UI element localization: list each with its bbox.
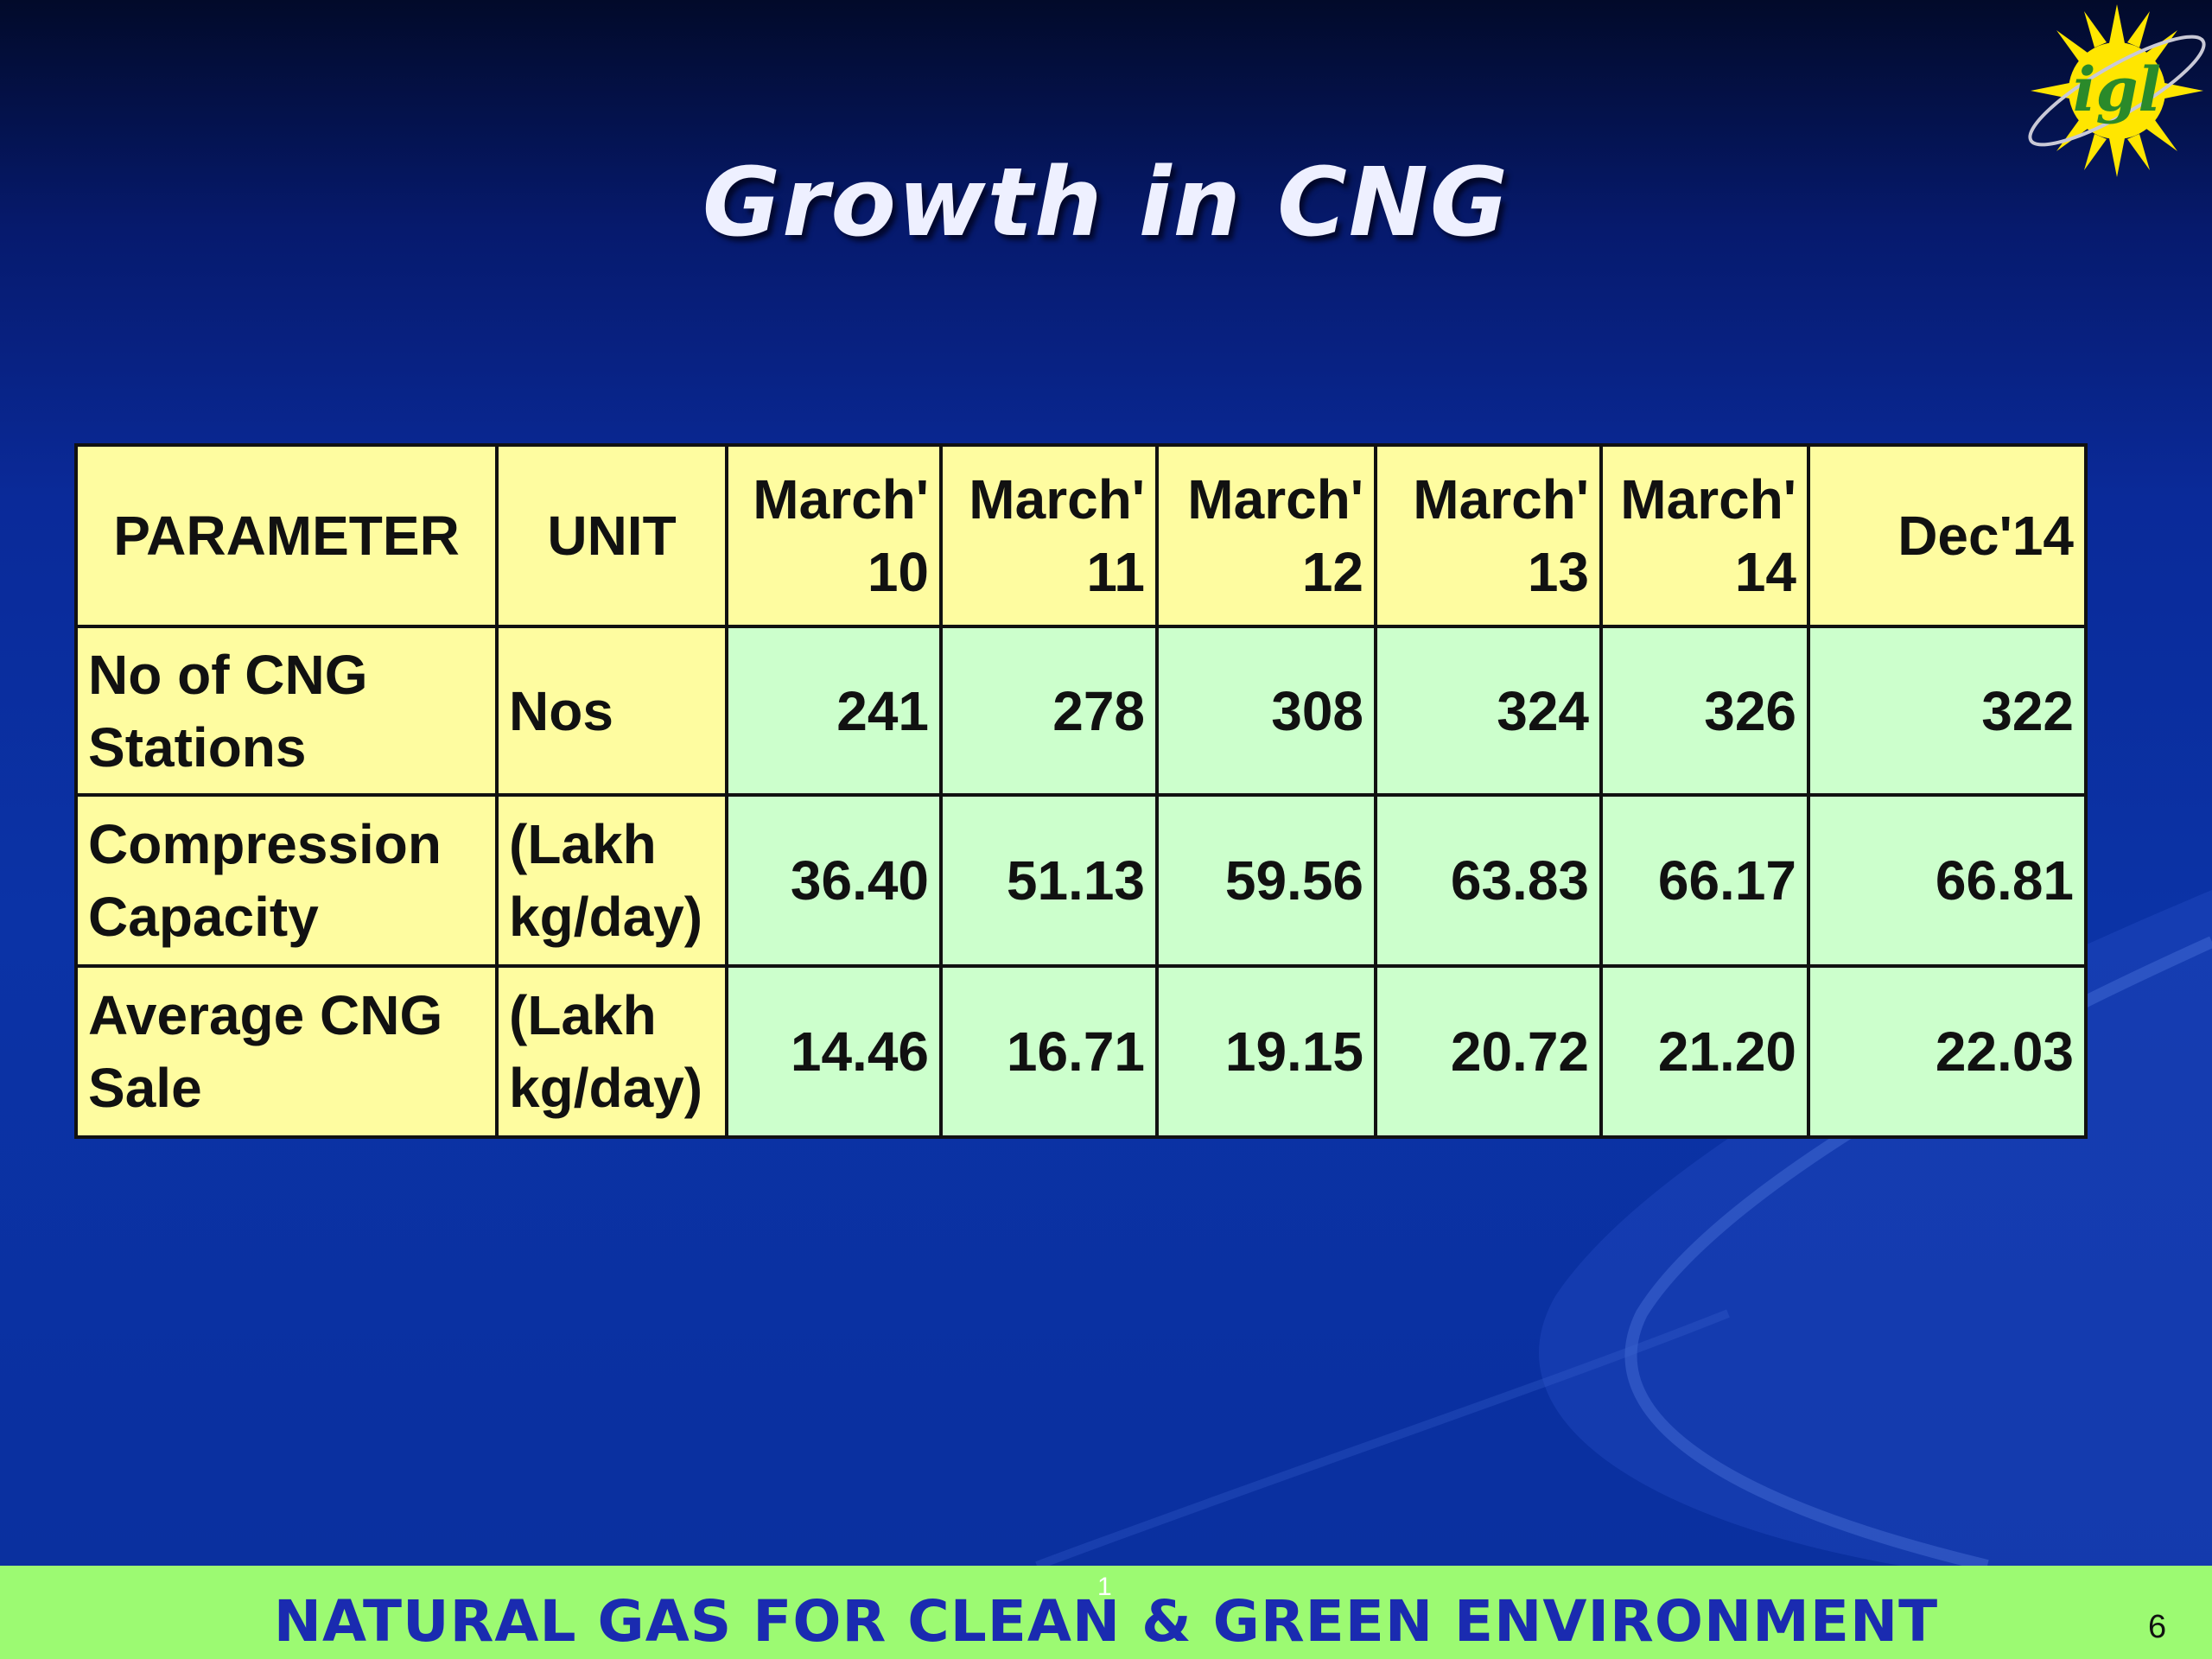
- table-cell: 308: [1155, 625, 1377, 797]
- table-cell: 326: [1599, 625, 1810, 797]
- slide-title: Growth in CNG: [702, 147, 1510, 257]
- header-period: March' 14: [1599, 443, 1810, 628]
- table-cell: 19.15: [1155, 964, 1377, 1139]
- table-cell: 22.03: [1807, 964, 2088, 1139]
- igl-logo: igl: [1996, 0, 2212, 199]
- table-cell: 63.83: [1374, 793, 1603, 968]
- table-cell: 66.17: [1599, 793, 1810, 968]
- table-cell: 36.40: [725, 793, 943, 968]
- row-unit: (Lakh kg/day): [495, 964, 728, 1139]
- footer-slogan: NATURAL GAS FOR CLEAN & GREEN ENVIRONMEN…: [273, 1588, 1939, 1655]
- row-unit: Nos: [495, 625, 728, 797]
- page-number: 6: [2148, 1609, 2167, 1645]
- table-cell: 51.13: [939, 793, 1159, 968]
- svg-text:igl: igl: [2073, 54, 2161, 125]
- sun-icon: [2028, 4, 2206, 177]
- header-period: March' 13: [1374, 443, 1603, 628]
- table-cell: 322: [1807, 625, 2088, 797]
- header-period: March' 10: [725, 443, 943, 628]
- table-cell: 14.46: [725, 964, 943, 1139]
- header-parameter: PARAMETER: [74, 443, 499, 628]
- table-cell: 241: [725, 625, 943, 797]
- table-cell: 59.56: [1155, 793, 1377, 968]
- footer-marker: 1: [1097, 1573, 1112, 1601]
- cng-growth-table: PARAMETER UNIT March' 10 March' 11 March' 1…: [74, 443, 2088, 1139]
- table-row: Compression Capacity (Lakh kg/day) 36.40 5…: [74, 793, 2088, 968]
- table-cell: 16.71: [939, 964, 1159, 1139]
- table-row: Average CNG Sale (Lakh kg/day) 14.46 16.71…: [74, 964, 2088, 1139]
- row-unit: (Lakh kg/day): [495, 793, 728, 968]
- table-cell: 278: [939, 625, 1159, 797]
- row-parameter: Compression Capacity: [74, 793, 499, 968]
- row-parameter: Average CNG Sale: [74, 964, 499, 1139]
- header-period: Dec'14: [1807, 443, 2088, 628]
- header-unit: UNIT: [495, 443, 728, 628]
- row-parameter: No of CNG Stations: [74, 625, 499, 797]
- header-period: March' 12: [1155, 443, 1377, 628]
- table-cell: 324: [1374, 625, 1603, 797]
- table-row: No of CNG Stations Nos 241 278 308 324 32…: [74, 625, 2088, 797]
- table-cell: 20.72: [1374, 964, 1603, 1139]
- table-cell: 66.81: [1807, 793, 2088, 968]
- table-cell: 21.20: [1599, 964, 1810, 1139]
- footer-bar: [0, 1566, 2212, 1659]
- header-period: March' 11: [939, 443, 1159, 628]
- header-row: PARAMETER UNIT March' 10 March' 11 March' 1…: [74, 443, 2088, 628]
